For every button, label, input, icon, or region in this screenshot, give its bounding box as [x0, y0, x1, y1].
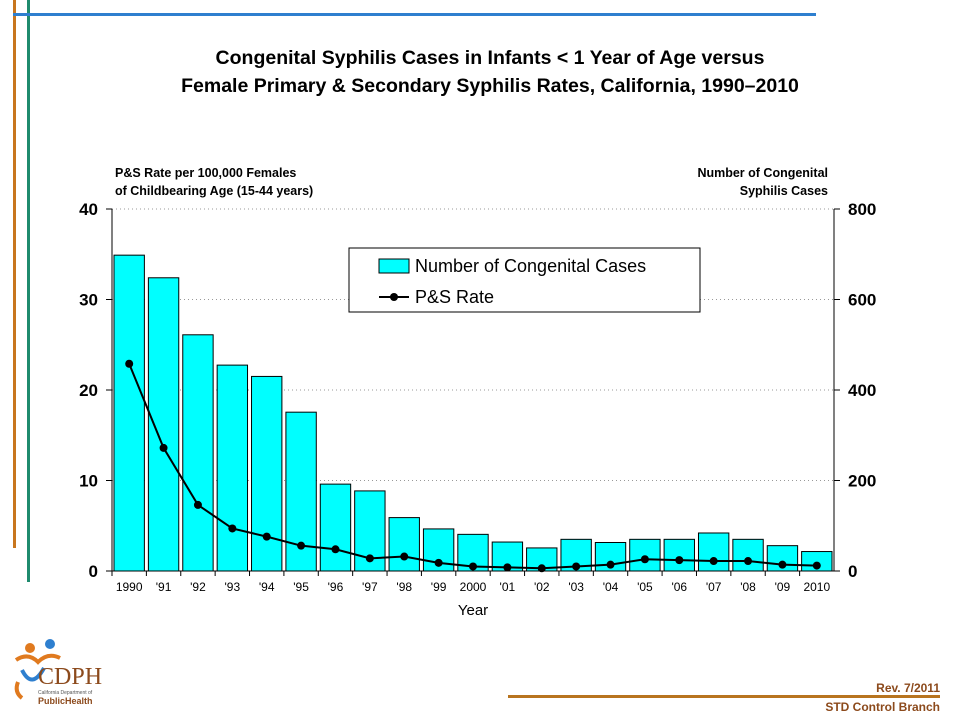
footer-branch: STD Control Branch [825, 700, 940, 714]
ps-rate-point [572, 562, 581, 571]
right-tick-label: 800 [848, 200, 876, 219]
ps-rate-point [744, 557, 753, 566]
bar-congenital-cases [216, 364, 249, 572]
right-axis-label-line-1: Number of Congenital [697, 166, 828, 180]
x-tick-label: '01 [500, 580, 516, 594]
ps-rate-point [606, 560, 615, 569]
bar-congenital-cases [732, 538, 764, 572]
left-axis-label-line-2: of Childbearing Age (15-44 years) [115, 184, 314, 198]
x-tick-label: 1990 [116, 580, 143, 594]
ps-rate-point [331, 545, 340, 554]
ps-rate-point [400, 552, 409, 561]
logo-subtext-1: California Department of [38, 690, 93, 696]
bar-congenital-cases [251, 375, 283, 572]
bar-congenital-cases [629, 538, 661, 572]
x-tick-label: '05 [637, 580, 653, 594]
decorative-blue-horizontal-line [13, 13, 816, 16]
logo-subtext-2: PublicHealth [38, 696, 93, 706]
chart-title-line-2: Female Primary & Secondary Syphilis Rate… [181, 75, 799, 97]
left-axis-label: P&S Rate per 100,000 Females of Childbea… [115, 164, 313, 200]
left-tick-label: 0 [89, 562, 98, 581]
x-tick-label: '95 [293, 580, 309, 594]
bar-congenital-cases [319, 483, 352, 572]
left-tick-label: 20 [79, 381, 98, 400]
x-tick-label: '02 [534, 580, 550, 594]
bar-congenital-cases [663, 538, 695, 572]
chart-title-line-1: Congenital Syphilis Cases in Infants < 1… [215, 47, 765, 69]
right-tick-label: 600 [848, 291, 876, 310]
left-axis-label-line-1: P&S Rate per 100,000 Females [115, 166, 297, 180]
right-axis-label: Number of Congenital Syphilis Cases [697, 164, 828, 200]
x-tick-label: '96 [328, 580, 344, 594]
ps-rate-point [297, 541, 306, 550]
x-tick-label: '92 [190, 580, 206, 594]
ps-rate-point [125, 359, 134, 368]
x-tick-label: '09 [775, 580, 791, 594]
x-axis-title: Year [458, 602, 488, 619]
ps-rate-point [537, 564, 546, 573]
x-tick-label: '06 [671, 580, 687, 594]
legend-label-congenital-cases: Number of Congenital Cases [415, 256, 646, 276]
legend-swatch-congenital-cases [378, 258, 410, 274]
decorative-teal-vertical-line [27, 0, 30, 582]
x-tick-label: '97 [362, 580, 378, 594]
x-tick-label: 2000 [460, 580, 487, 594]
ps-rate-point [193, 500, 202, 509]
cdph-logo: CDPH California Department of PublicHeal… [8, 630, 108, 710]
x-tick-label: '91 [156, 580, 172, 594]
decorative-brown-footer-line [508, 695, 940, 698]
ps-rate-point [709, 557, 718, 566]
footer-revision: Rev. 7/2011 [876, 681, 940, 695]
x-tick-label: '93 [225, 580, 241, 594]
ps-rate-point [434, 558, 443, 567]
logo-text: CDPH [38, 664, 103, 690]
ps-rate-point [503, 563, 512, 572]
left-tick-label: 30 [79, 291, 98, 310]
cdph-logo-icon [14, 639, 61, 700]
x-tick-label: '08 [740, 580, 756, 594]
x-tick-label: 2010 [803, 580, 830, 594]
left-tick-label: 40 [79, 200, 98, 219]
x-tick-label: '03 [568, 580, 584, 594]
x-tick-label: '04 [603, 580, 619, 594]
x-tick-label: '07 [706, 580, 722, 594]
bar-congenital-cases [697, 532, 730, 572]
ps-rate-point [228, 524, 237, 533]
x-tick-label: '94 [259, 580, 275, 594]
x-tick-label: '99 [431, 580, 447, 594]
right-axis-label-line-2: Syphilis Cases [739, 184, 828, 198]
ps-rate-point [159, 443, 168, 452]
ps-rate-point [262, 532, 271, 541]
right-tick-label: 400 [848, 381, 876, 400]
bar-congenital-cases [182, 334, 214, 572]
right-tick-label: 200 [848, 472, 876, 491]
ps-rate-point [812, 561, 821, 570]
ps-rate-point [640, 555, 649, 564]
left-tick-label: 10 [79, 472, 98, 491]
ps-rate-point [675, 556, 684, 565]
bar-congenital-cases [388, 517, 420, 572]
right-tick-label: 0 [848, 562, 857, 581]
ps-rate-point [469, 562, 477, 571]
ps-rate-point [778, 560, 787, 569]
legend-label-ps-rate: P&S Rate [415, 287, 494, 307]
bar-congenital-cases [113, 254, 145, 572]
decorative-orange-vertical-line [13, 0, 16, 548]
legend-marker-ps-rate [390, 293, 398, 301]
ps-rate-point [365, 554, 374, 563]
x-tick-label: '98 [396, 580, 412, 594]
chart-title: Congenital Syphilis Cases in Infants < 1… [60, 44, 920, 100]
